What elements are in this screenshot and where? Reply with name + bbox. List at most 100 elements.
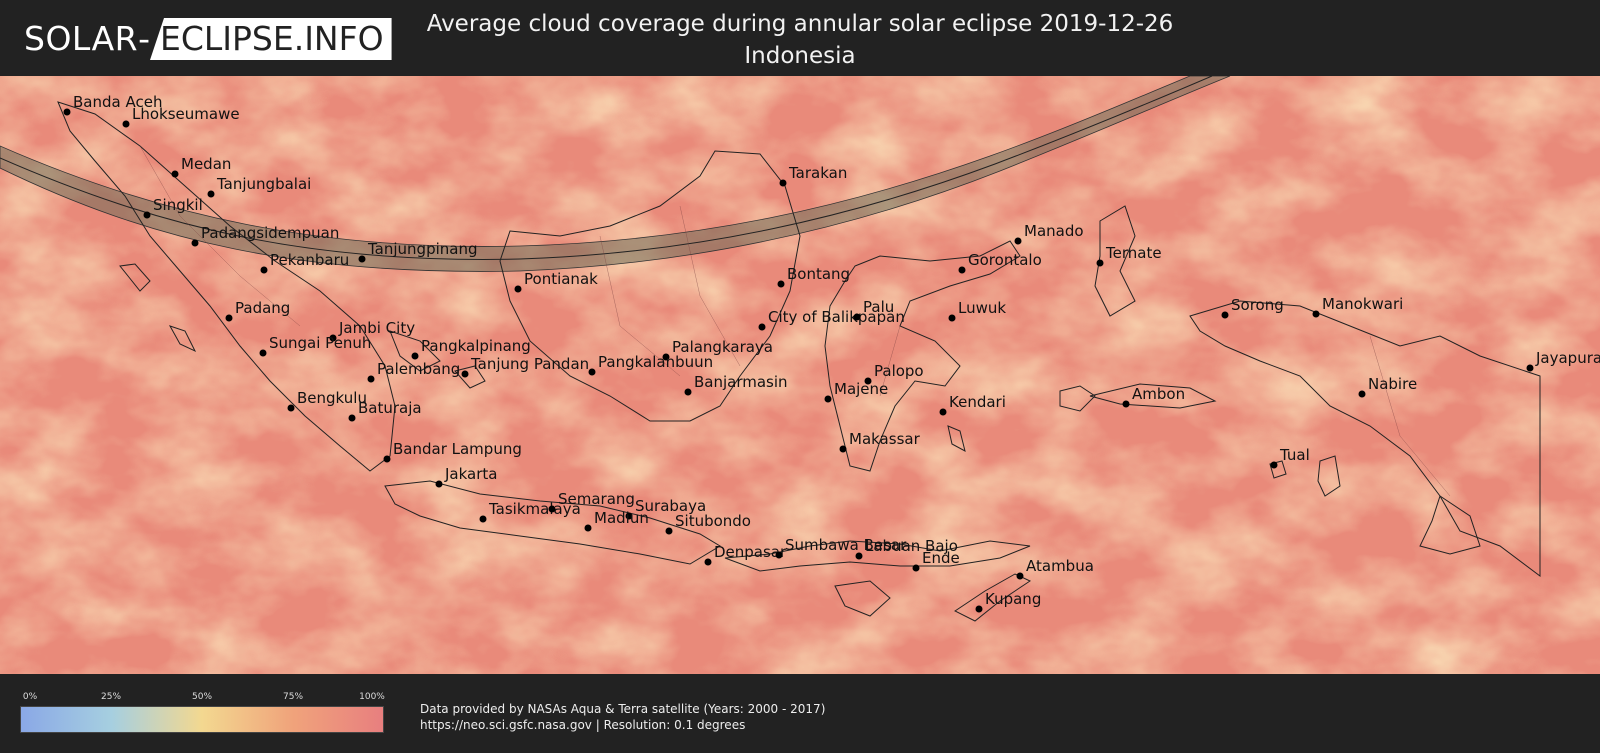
cloud-coverage-map[interactable]: Banda Aceh Lhokseumawe Medan Tanjungbalai Si…	[0, 76, 1600, 674]
city-marker[interactable]: Tanjung Pandan	[461, 355, 590, 378]
city-marker[interactable]: Kupang	[975, 590, 1042, 613]
city-marker[interactable]: Sumbawa Besar	[775, 536, 908, 559]
city-marker[interactable]: Medan	[171, 155, 232, 178]
city-marker[interactable]: Jakarta	[435, 465, 498, 488]
city-marker[interactable]: Banda Aceh	[63, 93, 163, 116]
legend-tick-50: 50%	[191, 692, 213, 702]
city-marker[interactable]: Labuan Bajo	[855, 537, 958, 560]
city-marker[interactable]: Gorontalo	[958, 251, 1042, 274]
city-dot	[191, 239, 199, 247]
city-marker[interactable]: Pangkalanbuun	[588, 353, 714, 376]
city-dot	[584, 524, 592, 532]
footer-bar: 0% 25% 50% 75% 100% Data provided by NAS…	[0, 674, 1600, 753]
city-marker[interactable]: Sungai Penuh	[259, 334, 372, 357]
city-marker[interactable]: Denpasar	[704, 543, 788, 566]
city-marker[interactable]: Majene	[824, 380, 889, 403]
city-dot	[1221, 311, 1229, 319]
city-marker[interactable]: Tarakan	[779, 164, 848, 187]
city-dot	[1270, 461, 1278, 469]
city-dot	[853, 313, 861, 321]
city-marker[interactable]: Nabire	[1358, 375, 1418, 398]
city-label: Pekanbaru	[270, 251, 349, 269]
cloud-coverage-legend-bar	[20, 706, 384, 733]
city-label: Palembang	[377, 360, 460, 378]
city-label: Palangkaraya	[672, 338, 773, 356]
city-label: Tanjungpinang	[367, 240, 478, 258]
city-dot	[260, 266, 268, 274]
city-dot	[625, 512, 633, 520]
city-dot	[63, 108, 71, 116]
city-marker[interactable]: Bandar Lampung	[383, 440, 522, 463]
city-dot	[367, 375, 375, 383]
city-marker[interactable]: Luwuk	[948, 299, 1007, 322]
city-dot	[1312, 310, 1320, 318]
city-marker[interactable]: Madiun	[584, 509, 649, 532]
city-marker[interactable]: Baturaja	[348, 399, 422, 422]
city-label: Bandar Lampung	[393, 440, 522, 458]
city-marker[interactable]: Sorong	[1221, 296, 1284, 319]
city-marker[interactable]: Palangkaraya	[662, 338, 774, 361]
city-marker[interactable]: Pontianak	[514, 270, 599, 293]
logo-text-eclipse-info: ECLIPSE.INFO	[150, 18, 392, 60]
city-marker[interactable]: Palembang	[367, 360, 461, 383]
data-source-note: Data provided by NASAs Aqua & Terra sate…	[420, 701, 825, 733]
city-marker[interactable]: Tasikmalaya	[479, 500, 581, 523]
city-marker[interactable]: Surabaya	[625, 497, 707, 520]
city-dot	[358, 255, 366, 263]
city-marker[interactable]: Padang	[225, 299, 291, 322]
city-marker[interactable]: Palopo	[864, 362, 924, 385]
city-label: Luwuk	[958, 299, 1006, 317]
city-marker[interactable]: Banjarmasin	[684, 373, 788, 396]
city-marker[interactable]: Situbondo	[665, 512, 751, 535]
city-dot	[864, 377, 872, 385]
city-marker[interactable]: Makassar	[839, 430, 921, 453]
city-marker[interactable]: Ende	[912, 549, 960, 572]
city-dot	[548, 505, 556, 513]
city-marker[interactable]: Lhokseumawe	[122, 105, 240, 128]
city-label: Denpasar	[714, 543, 787, 561]
city-marker[interactable]: Pangkalpinang	[411, 337, 531, 360]
city-dot	[514, 285, 522, 293]
city-label: Atambua	[1026, 557, 1094, 575]
city-label: Ambon	[1132, 385, 1185, 403]
city-marker[interactable]: Jayapura	[1526, 349, 1600, 372]
city-label: Jayapura	[1535, 349, 1600, 367]
city-marker[interactable]: Semarang	[548, 490, 635, 513]
city-marker[interactable]: Bontang	[777, 265, 851, 288]
city-marker[interactable]: Pekanbaru	[260, 251, 350, 274]
belitung-outline	[454, 365, 486, 389]
city-marker[interactable]: Atambua	[1016, 557, 1094, 580]
city-label: Bengkulu	[297, 389, 367, 407]
city-marker[interactable]: City of Balikpapan	[758, 308, 905, 331]
city-dot	[824, 395, 832, 403]
city-marker[interactable]: Ternate	[1096, 244, 1162, 267]
city-marker[interactable]: Singkil	[143, 196, 203, 219]
papua-outline	[1189, 300, 1541, 577]
city-label: Jakarta	[444, 465, 497, 483]
city-dot	[855, 552, 863, 560]
lesser-sunda-outline	[724, 540, 1031, 572]
city-label: Manokwari	[1322, 295, 1403, 313]
city-marker[interactable]: Ambon	[1122, 385, 1186, 408]
city-dot	[479, 515, 487, 523]
site-logo[interactable]: SOLAR - ECLIPSE.INFO	[24, 18, 392, 60]
city-dot	[665, 527, 673, 535]
city-marker[interactable]: Padangsidempuan	[191, 224, 340, 247]
city-marker[interactable]: Jambi City	[329, 319, 416, 342]
city-marker[interactable]: Manado	[1014, 222, 1084, 245]
city-marker[interactable]: Palu	[853, 298, 895, 321]
city-dot	[383, 455, 391, 463]
city-marker[interactable]: Kendari	[939, 393, 1006, 416]
city-marker[interactable]: Tanjungpinang	[358, 240, 478, 263]
city-marker[interactable]: Bengkulu	[287, 389, 367, 412]
buru-outline	[1059, 385, 1096, 412]
city-marker[interactable]: Manokwari	[1312, 295, 1404, 318]
city-marker[interactable]: Tual	[1270, 446, 1310, 469]
city-label: Ternate	[1105, 244, 1162, 262]
city-label: Bontang	[787, 265, 850, 283]
city-dot	[461, 370, 469, 378]
city-marker[interactable]: Tanjungbalai	[207, 175, 312, 198]
city-label: Madiun	[594, 509, 649, 527]
city-dot	[287, 404, 295, 412]
